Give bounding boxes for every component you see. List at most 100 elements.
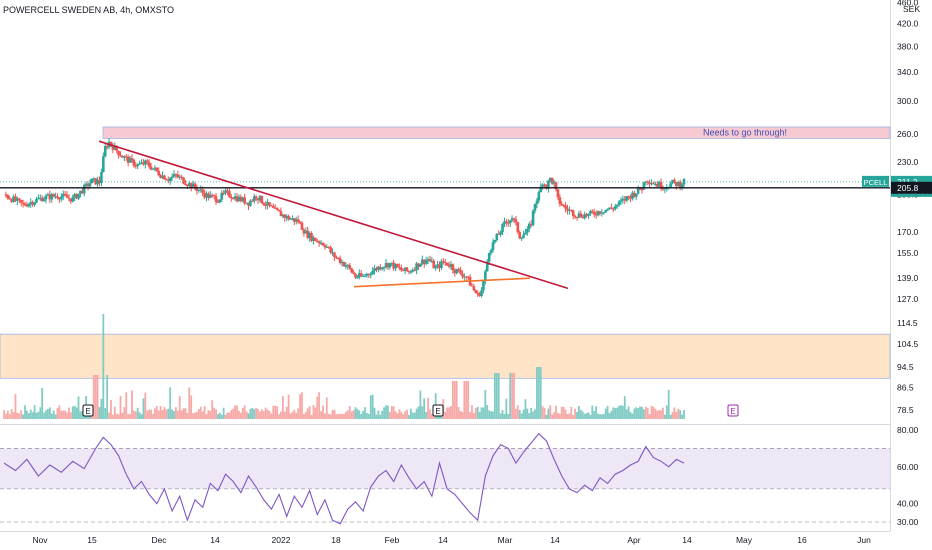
candle-body [466,276,470,278]
volume-bar [272,405,275,419]
drawings-layer[interactable] [0,140,890,290]
candle-body [357,273,361,278]
price-tick-label: 380.0 [897,42,919,52]
volume-bar [335,414,338,419]
time-tick-label: Apr [627,535,640,545]
candle-body [678,181,682,188]
volume-bar [312,405,315,419]
candle-body [230,196,233,199]
price-tick-label: 460.0 [897,0,919,8]
candle-body [619,200,623,202]
price-tick-label: 420.0 [897,19,919,29]
time-axis[interactable]: Nov 15 Dec 14 2022 18 Feb 14 Mar 14 Apr 14 May 16 Jun [32,535,871,545]
candle-body [296,219,300,223]
candle-body [21,202,25,204]
candle-body [531,210,535,226]
volume-bar [465,381,468,419]
volume-bar [155,405,158,419]
candle-body [631,192,634,199]
candle-body [654,183,657,185]
volume-bar [308,406,311,419]
candle-body [186,185,189,187]
volume-bar [224,414,227,419]
candle-body [636,187,640,194]
time-tick-label: 14 [210,535,220,545]
candle-body [608,207,611,210]
candle-body [113,145,117,150]
candle-body [405,267,409,272]
candle-body [592,212,596,215]
rsi-line [3,432,685,525]
candle-body [312,237,315,241]
candle-body [281,214,285,217]
candle-body [273,207,277,209]
volume-bar [302,414,305,419]
volume-bar [671,412,674,419]
candle-body [571,210,575,216]
candle-body [184,183,187,186]
volume-bar [329,414,332,419]
volume-bar [597,413,599,419]
volume-bar [518,409,521,419]
volume-bar [593,410,596,419]
time-tick-label: 18 [331,535,341,545]
candle-body [69,198,73,202]
candle-body [457,268,460,270]
candle-body [568,209,571,211]
volume-bar [511,373,513,419]
volume-bar [558,413,561,419]
volume-bar [161,410,164,419]
volume-bar [127,414,130,419]
candle-body [10,199,13,202]
volume-bar [675,411,678,419]
candle-body [453,270,457,274]
volume-bar [562,406,565,419]
volume-bar [455,381,458,419]
symbol-title: POWERCELL SWEDEN AB, 4h, OMXSTO [3,5,174,15]
volume-bar [555,405,557,419]
trendline [98,140,569,290]
time-tick-label: Jun [857,535,871,545]
pane-separator [0,424,890,425]
volume-bar [637,408,640,419]
candle-body [155,167,159,171]
volume-bar [144,392,147,419]
volume-bar [121,412,124,419]
candle-body [260,195,264,204]
volume-bar [367,413,370,419]
time-tick-label: 2022 [272,535,291,545]
candle-body [424,260,428,264]
time-tick-label: May [736,535,753,545]
volume-bar [92,375,95,419]
candle-body [443,261,447,263]
volume-bar [12,412,15,419]
volume-bar [360,413,363,419]
volume-bar [247,413,250,419]
volume-bar [660,410,662,419]
candle-body [380,267,384,270]
volume-bar [268,411,271,419]
candle-body [476,293,480,295]
candle-body [268,202,271,206]
candle-body [600,212,604,214]
price-axis[interactable]: 460.0420.0380.0340.0300.0260.0230.0200.0… [862,0,932,415]
volume-bar [318,392,321,419]
candle-body [119,155,122,157]
candle-body [203,192,206,198]
time-tick-label: 14 [438,535,448,545]
candle-body [222,192,225,194]
volume-bar [304,411,307,419]
volume-bar [285,406,288,419]
candle-body [103,146,107,157]
candle-body [663,188,667,190]
candle-body [82,185,86,194]
volume-bar [459,411,462,419]
candle-body [117,150,120,156]
volume-bar [348,406,351,419]
candle-body [79,190,82,194]
candle-body [503,221,506,225]
candle-body [208,194,212,198]
volume-bar [392,406,395,419]
